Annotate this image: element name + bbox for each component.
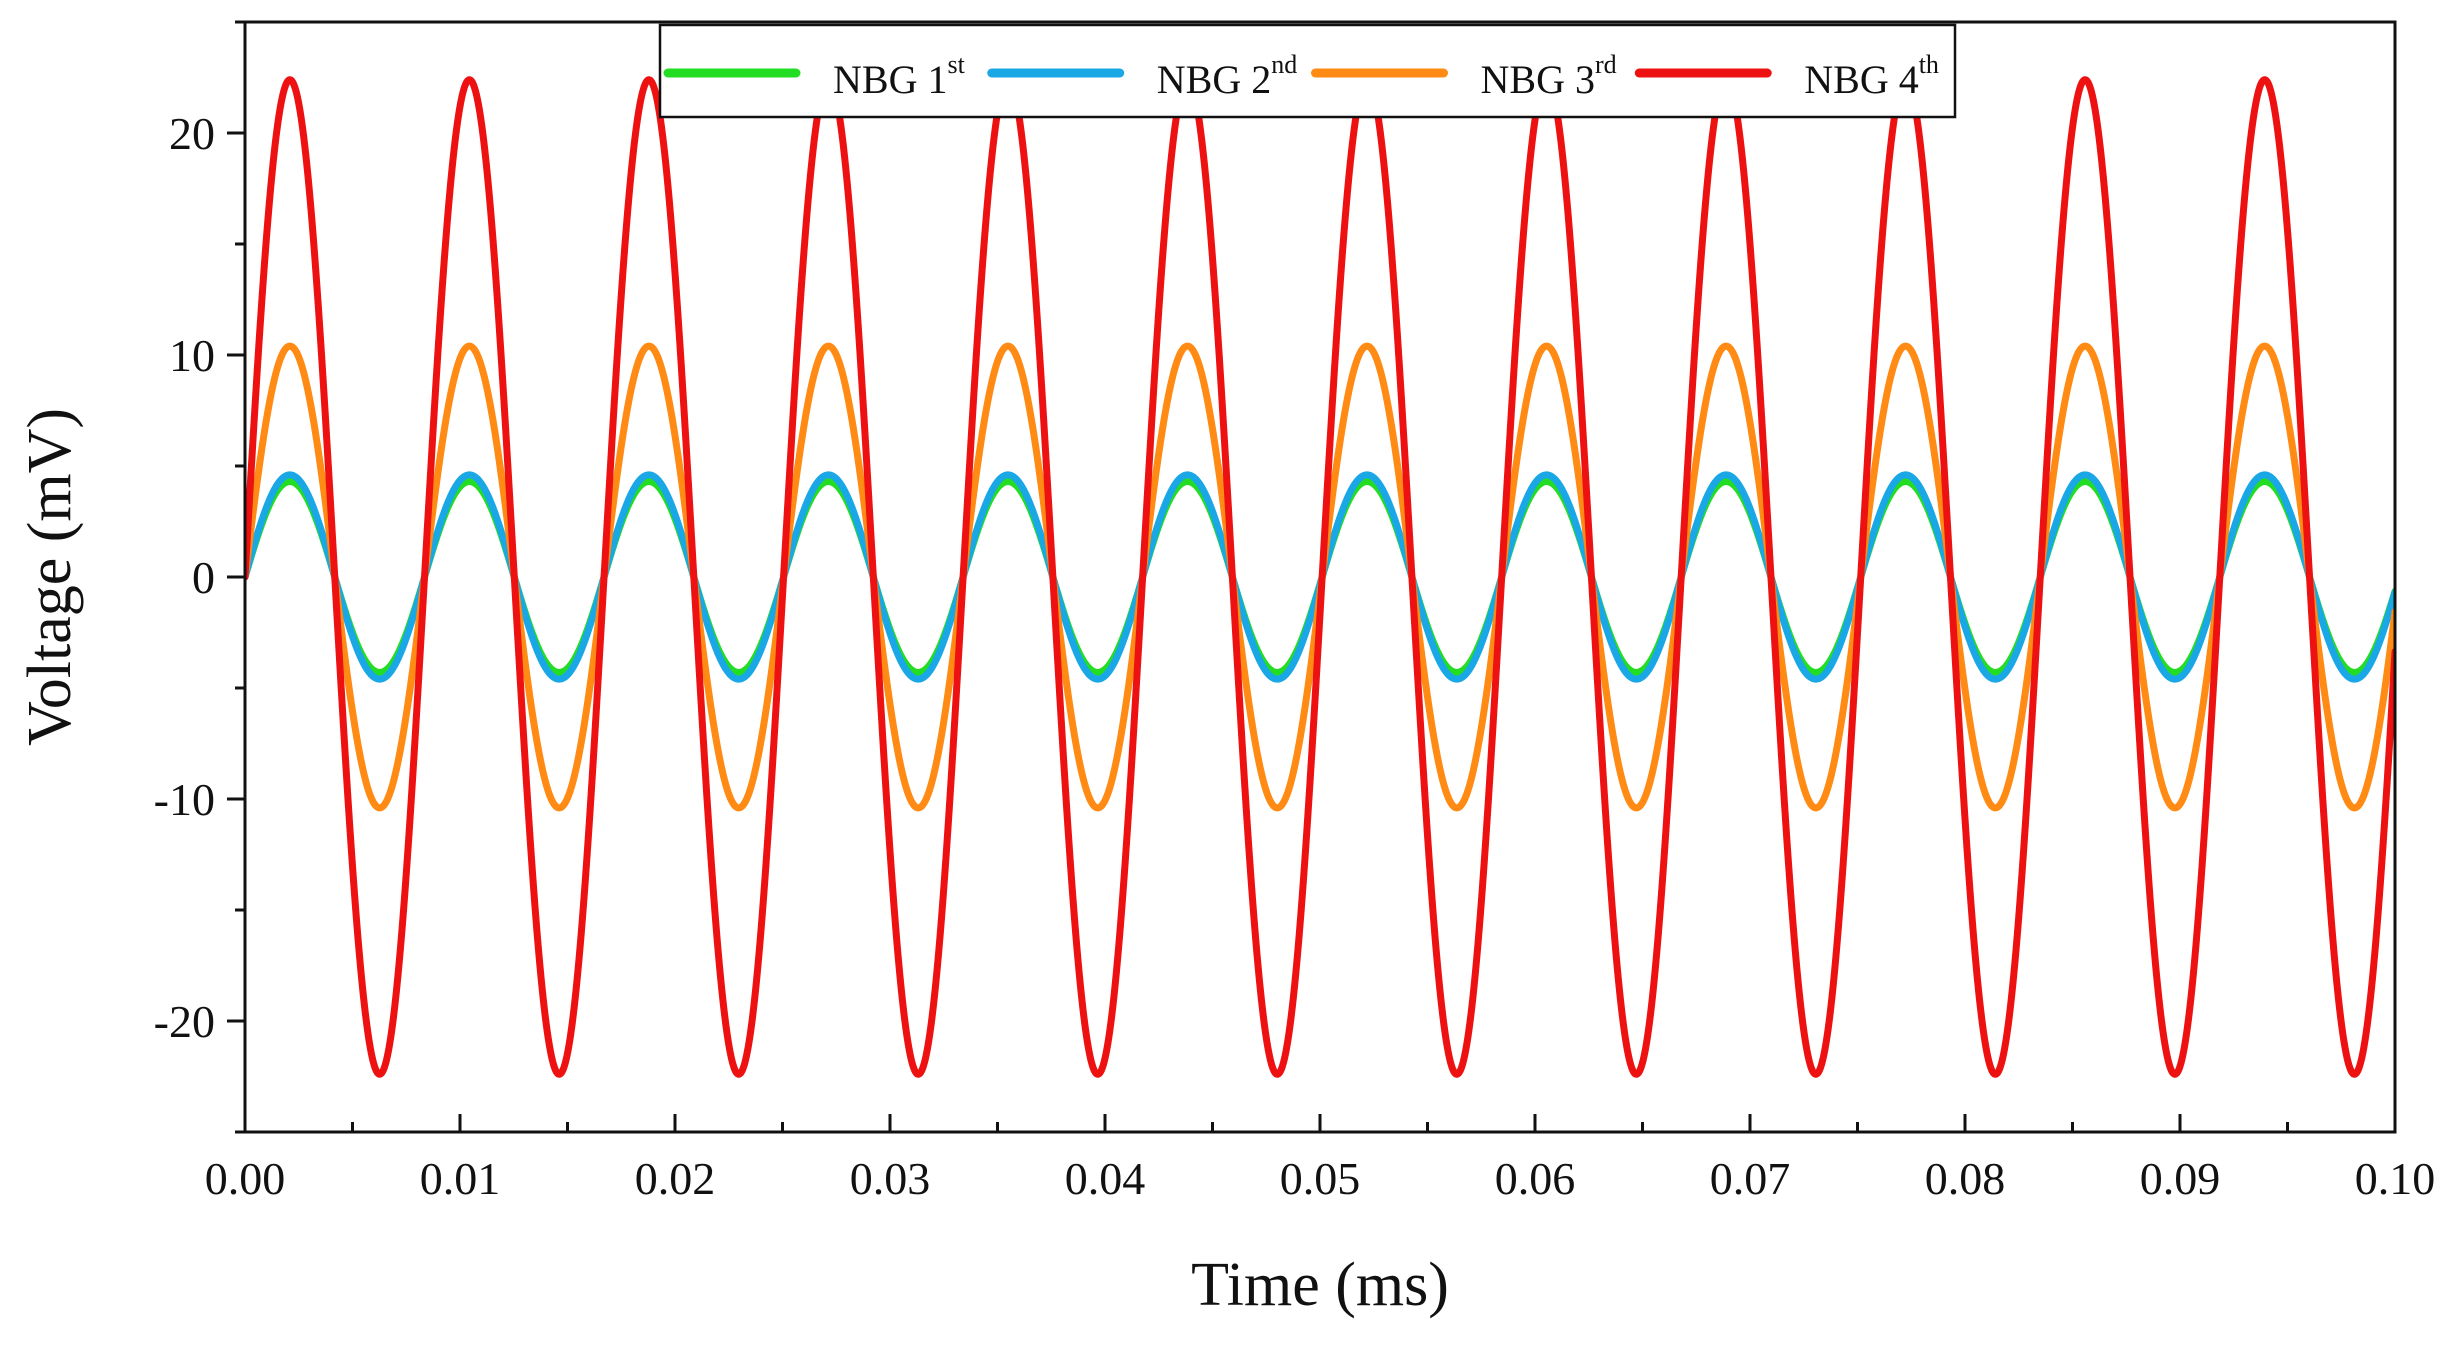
legend-label-nbg-4: NBG 4th xyxy=(1804,50,1939,102)
x-tick-label: 0.04 xyxy=(1065,1153,1146,1204)
x-tick-label: 0.10 xyxy=(2355,1153,2436,1204)
x-tick-label: 0.09 xyxy=(2140,1153,2221,1204)
legend-label-text: NBG 4 xyxy=(1804,57,1918,102)
x-tick-label: 0.08 xyxy=(1925,1153,2006,1204)
x-tick-label: 0.00 xyxy=(205,1153,286,1204)
y-tick-label: -10 xyxy=(154,774,215,825)
legend: NBG 1st NBG 2nd NBG 3rd NBG 4th xyxy=(658,23,1957,119)
legend-label-superscript: rd xyxy=(1595,50,1617,79)
legend-label-nbg-2: NBG 2nd xyxy=(1157,50,1297,102)
legend-label-text: NBG 1 xyxy=(833,57,947,102)
legend-label-superscript: st xyxy=(947,50,965,79)
y-tick-label: -20 xyxy=(154,996,215,1047)
x-tick-label: 0.07 xyxy=(1710,1153,1791,1204)
x-tick-label: 0.02 xyxy=(635,1153,716,1204)
x-tick-label: 0.06 xyxy=(1495,1153,1576,1204)
y-tick-label: 0 xyxy=(192,552,215,603)
x-tick-label: 0.05 xyxy=(1280,1153,1361,1204)
series-layer xyxy=(245,76,2395,1078)
x-axis-title: Time (ms) xyxy=(1191,1251,1449,1319)
legend-label-superscript: nd xyxy=(1271,50,1297,79)
legend-label-text: NBG 3 xyxy=(1481,57,1595,102)
legend-label-text: NBG 2 xyxy=(1157,57,1271,102)
y-tick-label: 20 xyxy=(169,108,215,159)
legend-label-nbg-3: NBG 3rd xyxy=(1481,50,1617,102)
y-axis-title: Voltage (mV) xyxy=(16,408,84,746)
y-tick-label: 10 xyxy=(169,330,215,381)
x-tick-label: 0.01 xyxy=(420,1153,501,1204)
ticks-layer: 0.00 0.01 0.02 0.03 0.04 0.05 0.06 0.07 0.08 0.09… xyxy=(154,20,2436,1204)
legend-label-superscript: th xyxy=(1919,50,1939,79)
series-line-nbg-4 xyxy=(245,76,2395,1078)
legend-label-nbg-1: NBG 1st xyxy=(833,50,966,102)
x-tick-label: 0.03 xyxy=(850,1153,931,1204)
